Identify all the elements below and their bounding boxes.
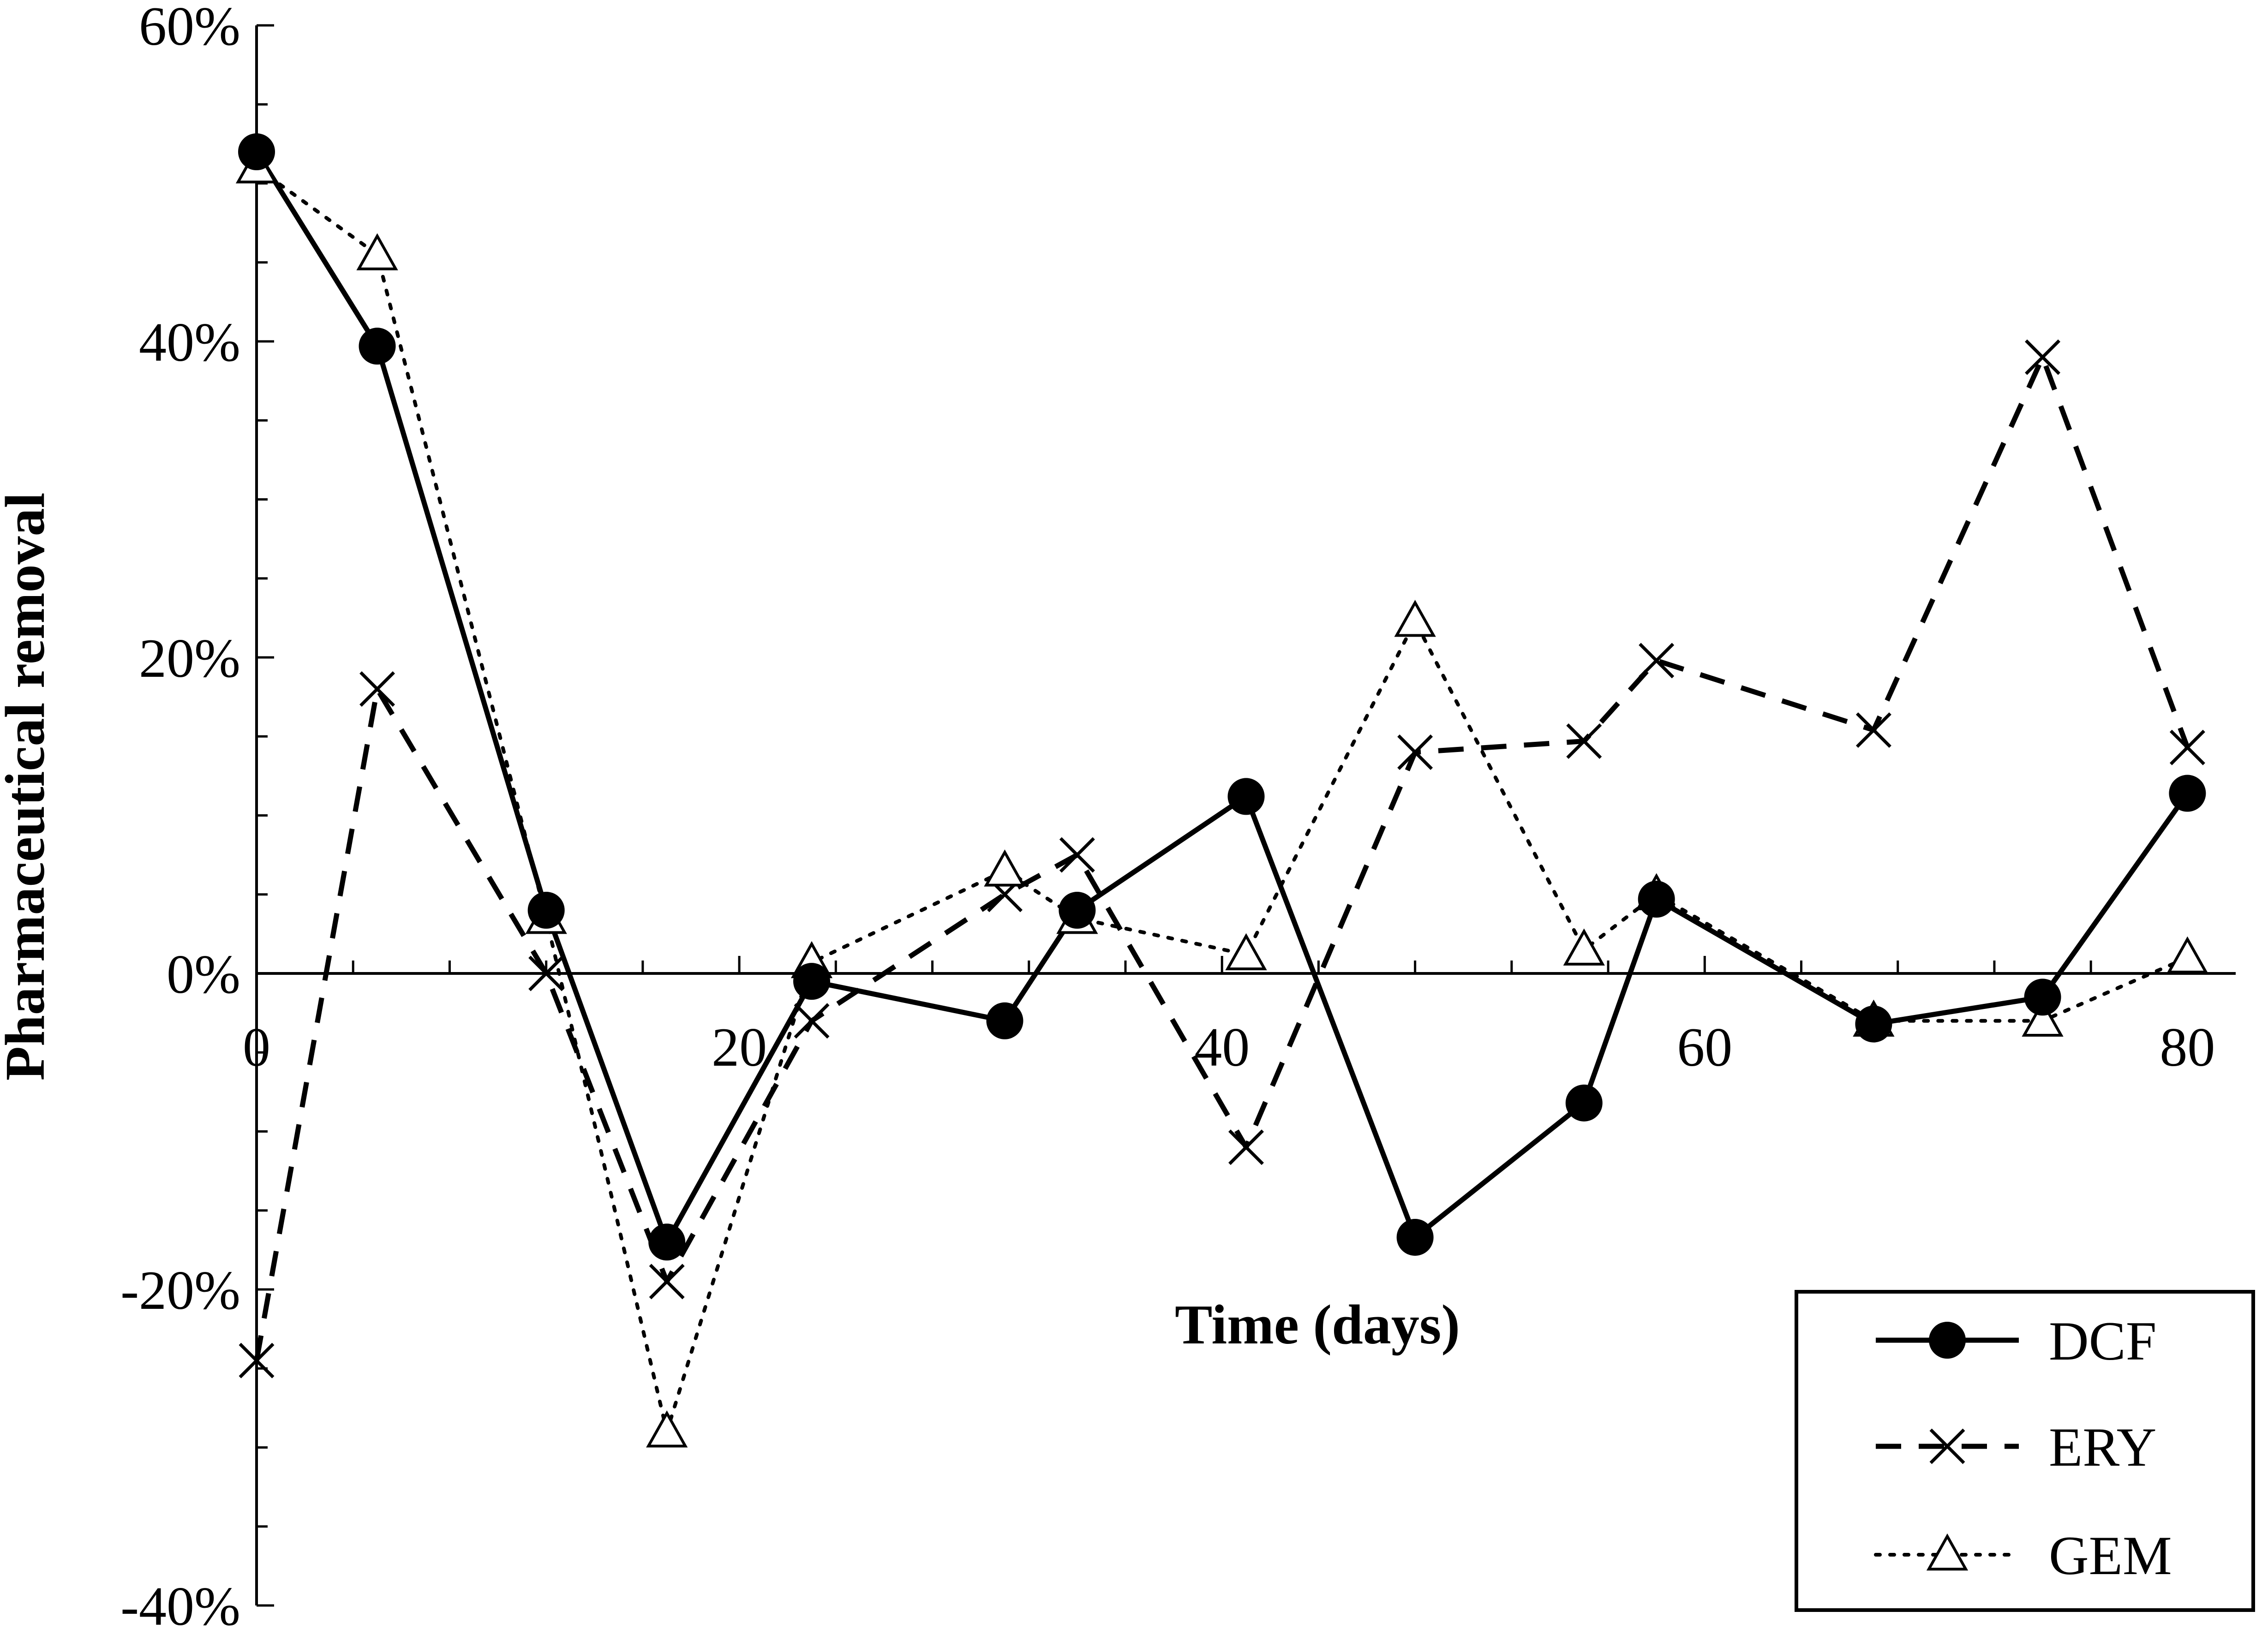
- y-tick-label: -20%: [120, 1259, 240, 1321]
- legend-label-dcf: DCF: [2049, 1310, 2156, 1372]
- data-point-dcf: [2024, 979, 2061, 1016]
- y-tick-label: 20%: [139, 627, 240, 689]
- data-point-dcf: [527, 892, 565, 929]
- data-point-dcf: [793, 963, 831, 1000]
- data-point-gem: [2166, 936, 2208, 973]
- data-point-ery: [2169, 729, 2205, 765]
- x-tick-label: 80: [2160, 1016, 2215, 1078]
- y-axis-title: Pharmaceutical removal: [0, 493, 56, 1081]
- data-point-gem: [1225, 933, 1267, 971]
- y-tick-label: 60%: [139, 0, 240, 57]
- data-point-gem: [2022, 999, 2064, 1037]
- x-tick-label: 20: [712, 1016, 767, 1078]
- legend-marker-ery: [1929, 1428, 1965, 1464]
- data-point-dcf: [238, 133, 275, 170]
- data-point-ery: [1228, 1129, 1264, 1165]
- legend: DCF ERY GEM: [1795, 1290, 2255, 1612]
- data-point-dcf: [1396, 1218, 1434, 1256]
- data-point-ery: [1566, 723, 1602, 759]
- data-point-dcf: [359, 328, 396, 365]
- axes: [255, 24, 2236, 1607]
- data-point-dcf: [648, 1223, 686, 1261]
- y-tick-label: -40%: [120, 1575, 240, 1629]
- data-point-ery: [794, 1003, 830, 1039]
- x-tick-label: 60: [1677, 1016, 1732, 1078]
- data-point-dcf: [1855, 1005, 1892, 1043]
- series-markers-gem: [235, 146, 2208, 1448]
- legend-marker-dcf: [1929, 1322, 1966, 1359]
- data-point-ery: [239, 1343, 275, 1378]
- data-point-ery: [1855, 712, 1891, 748]
- data-point-dcf: [1638, 881, 1675, 918]
- data-point-dcf: [1059, 892, 1096, 929]
- series-markers-dcf: [238, 133, 2206, 1261]
- data-point-gem: [356, 233, 398, 270]
- x-axis-title: Time (days): [1175, 1294, 1460, 1356]
- tick-labels: -40% -20% 0% 20% 40% 60% 0 20 40 60 80: [120, 0, 2215, 1629]
- data-point-dcf: [986, 1002, 1023, 1039]
- data-point-ery: [649, 1264, 685, 1300]
- series-line-ery: [254, 354, 2190, 1361]
- x-tick-label: 40: [1194, 1016, 1250, 1078]
- series-line-dcf: [254, 150, 2190, 1245]
- legend-label-gem: GEM: [2049, 1525, 2172, 1586]
- data-point-ery: [2025, 339, 2061, 375]
- data-point-ery: [528, 955, 564, 991]
- series-line-gem: [255, 166, 2190, 1434]
- data-point-dcf: [2169, 775, 2206, 812]
- data-point-gem: [646, 1410, 688, 1448]
- y-tick-label: 40%: [139, 311, 240, 373]
- data-point-ery: [359, 671, 395, 707]
- data-point-ery: [1059, 837, 1095, 873]
- data-point-ery: [1639, 643, 1675, 679]
- series-markers-ery: [239, 339, 2205, 1378]
- data-point-gem: [1563, 928, 1605, 966]
- data-point-gem: [1394, 600, 1436, 637]
- legend-marker-gem: [1926, 1533, 1969, 1571]
- data-point-dcf: [1565, 1084, 1603, 1122]
- series-layer: [235, 133, 2208, 1448]
- y-tick-label: 0%: [167, 943, 240, 1005]
- legend-box: [1795, 1290, 2255, 1612]
- data-point-gem: [984, 849, 1026, 887]
- data-point-dcf: [1227, 778, 1265, 815]
- data-point-ery: [1397, 734, 1433, 770]
- legend-label-ery: ERY: [2049, 1416, 2156, 1478]
- x-tick-label: 0: [243, 1016, 270, 1078]
